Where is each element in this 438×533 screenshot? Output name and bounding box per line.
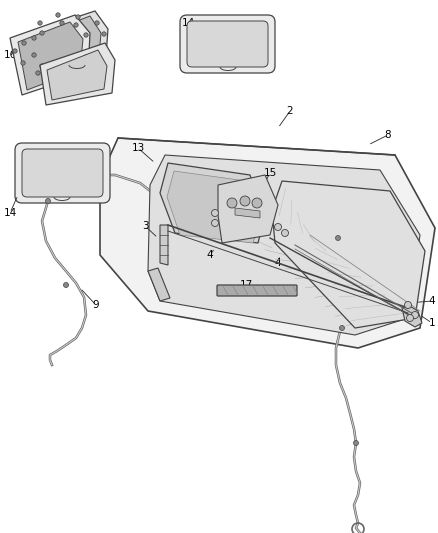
Circle shape (32, 36, 36, 40)
Circle shape (411, 311, 418, 319)
Circle shape (78, 69, 82, 73)
Text: 4: 4 (187, 218, 193, 228)
Circle shape (339, 326, 345, 330)
Circle shape (40, 64, 44, 68)
Circle shape (102, 32, 106, 36)
Polygon shape (10, 15, 90, 95)
Circle shape (252, 198, 262, 208)
Polygon shape (218, 175, 278, 243)
Polygon shape (18, 22, 83, 90)
Polygon shape (402, 305, 422, 327)
Text: 14: 14 (181, 18, 194, 28)
Circle shape (58, 68, 62, 72)
Text: 4: 4 (207, 250, 213, 260)
Polygon shape (36, 16, 101, 71)
Text: 4: 4 (275, 258, 281, 268)
Polygon shape (160, 163, 265, 243)
Circle shape (78, 68, 82, 72)
Circle shape (56, 13, 60, 17)
Circle shape (336, 236, 340, 240)
Circle shape (405, 302, 411, 309)
Circle shape (32, 53, 36, 57)
Circle shape (102, 51, 106, 55)
FancyBboxPatch shape (180, 15, 275, 73)
Polygon shape (148, 155, 420, 335)
Text: 1: 1 (429, 318, 435, 328)
Circle shape (95, 21, 99, 25)
Text: 4: 4 (429, 296, 435, 306)
Circle shape (74, 23, 78, 27)
Polygon shape (40, 43, 115, 105)
Text: 16: 16 (4, 50, 17, 60)
Text: 14: 14 (4, 208, 17, 218)
Circle shape (96, 63, 100, 67)
Text: 8: 8 (385, 130, 391, 140)
FancyBboxPatch shape (15, 143, 110, 203)
Circle shape (84, 33, 88, 37)
Circle shape (58, 73, 62, 77)
Text: 9: 9 (93, 300, 99, 310)
Circle shape (46, 198, 50, 204)
Circle shape (212, 209, 219, 216)
Circle shape (60, 21, 64, 25)
Circle shape (38, 21, 42, 25)
Circle shape (275, 223, 282, 230)
Circle shape (64, 282, 68, 287)
Circle shape (76, 15, 80, 19)
Polygon shape (235, 208, 260, 218)
Text: 15: 15 (263, 168, 277, 178)
FancyBboxPatch shape (22, 149, 103, 197)
Text: 17: 17 (240, 280, 253, 290)
Circle shape (406, 314, 413, 321)
FancyBboxPatch shape (187, 21, 268, 67)
Circle shape (13, 49, 17, 53)
Text: 3: 3 (141, 221, 148, 231)
Circle shape (227, 198, 237, 208)
Circle shape (212, 220, 219, 227)
Circle shape (21, 61, 25, 65)
Text: 7: 7 (365, 228, 371, 238)
Text: 6: 6 (345, 238, 351, 248)
Polygon shape (167, 171, 260, 243)
Circle shape (84, 55, 88, 59)
Polygon shape (47, 50, 107, 100)
Circle shape (40, 31, 44, 35)
Circle shape (353, 440, 358, 446)
Circle shape (22, 41, 26, 45)
Text: 2: 2 (287, 106, 293, 116)
FancyBboxPatch shape (217, 285, 297, 296)
Polygon shape (28, 11, 108, 75)
Polygon shape (148, 268, 170, 301)
Polygon shape (160, 225, 168, 265)
Polygon shape (272, 181, 425, 328)
Text: 13: 13 (131, 143, 145, 153)
Circle shape (36, 71, 40, 75)
Polygon shape (100, 138, 435, 348)
Circle shape (282, 230, 289, 237)
Circle shape (240, 196, 250, 206)
